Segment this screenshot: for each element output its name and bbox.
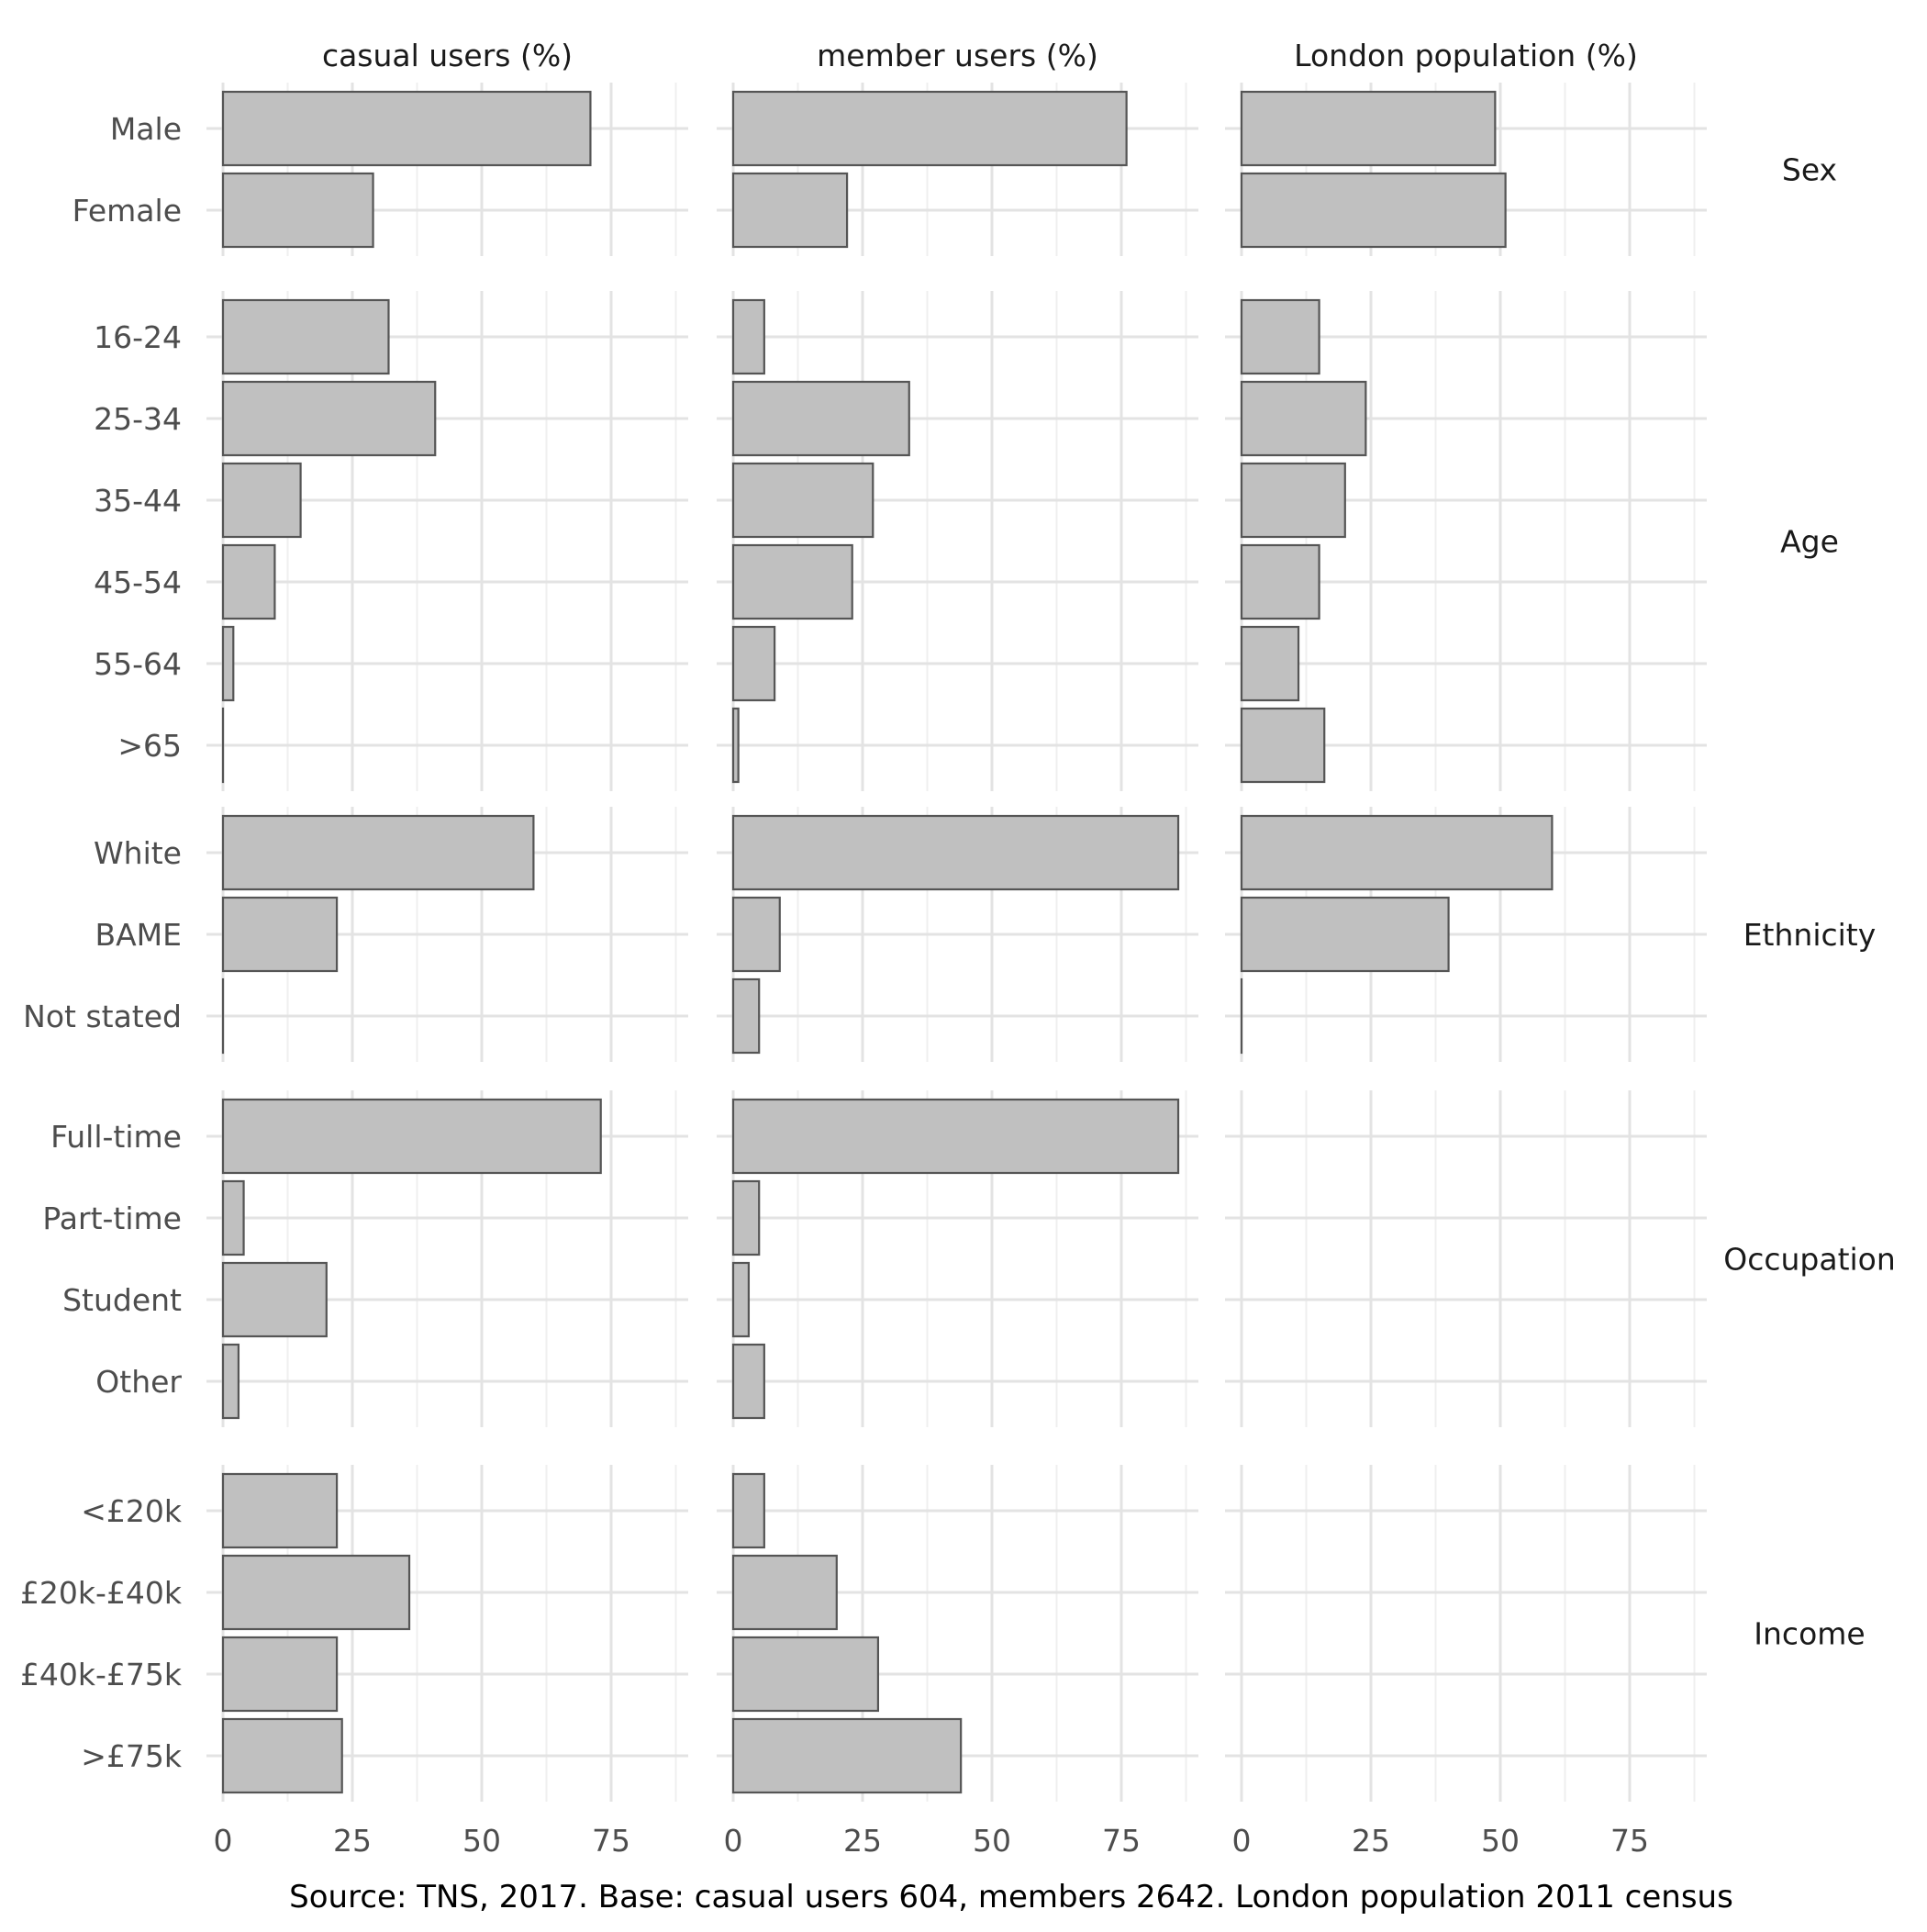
- bar-ethnicity-white-london: [1242, 816, 1552, 889]
- bar-age-16-24-london: [1242, 300, 1320, 374]
- bar-sex-male-casual: [223, 92, 590, 165]
- bar-age-55-64-london: [1242, 627, 1298, 700]
- category-label-65: >65: [117, 728, 182, 764]
- category-label-45-54: 45-54: [94, 564, 182, 600]
- facet-header-member-users: member users (%): [817, 38, 1098, 73]
- category-label-40k-75k: £40k-£75k: [20, 1657, 183, 1692]
- facet-header-casual-users: casual users (%): [322, 38, 573, 73]
- x-tick-label: 50: [462, 1823, 501, 1859]
- x-tick-label: 25: [843, 1823, 882, 1859]
- category-label-75k: >£75k: [81, 1738, 183, 1774]
- facet-row-label-income: Income: [1754, 1616, 1865, 1652]
- bar-occupation-other-casual: [223, 1345, 239, 1418]
- category-label-full-time: Full-time: [50, 1119, 182, 1155]
- chart-caption: Source: TNS, 2017. Base: casual users 60…: [289, 1879, 1733, 1915]
- category-label-not-stated: Not stated: [23, 999, 182, 1034]
- category-label-other: Other: [95, 1364, 182, 1400]
- bar-ethnicity-bame-casual: [223, 898, 337, 971]
- bar-income-20k-casual: [223, 1474, 337, 1547]
- x-tick-label: 0: [724, 1823, 743, 1859]
- facet-row-label-sex: Sex: [1782, 152, 1837, 188]
- category-label-part-time: Part-time: [42, 1201, 182, 1236]
- x-tick-label: 75: [592, 1823, 630, 1859]
- category-label-bame: BAME: [95, 917, 182, 953]
- bar-income-20k-40k-member: [733, 1556, 837, 1629]
- bar-occupation-full-time-casual: [223, 1100, 601, 1173]
- category-label-25-34: 25-34: [94, 401, 182, 437]
- category-label-student: Student: [62, 1282, 182, 1318]
- bar-age-25-34-london: [1242, 382, 1365, 455]
- bar-sex-female-london: [1242, 173, 1506, 247]
- x-tick-label: 75: [1610, 1823, 1649, 1859]
- facet-row-label-age: Age: [1780, 524, 1839, 560]
- bar-income-40k-75k-casual: [223, 1637, 337, 1711]
- bar-income-20k-40k-casual: [223, 1556, 409, 1629]
- bar-age-45-54-member: [733, 545, 852, 619]
- bar-income-40k-75k-member: [733, 1637, 878, 1711]
- x-tick-label: 50: [973, 1823, 1011, 1859]
- bar-age-45-54-london: [1242, 545, 1320, 619]
- bar-sex-male-member: [733, 92, 1127, 165]
- bars-layer: [223, 92, 1552, 1792]
- bar-age-65-member: [733, 709, 739, 782]
- category-label-20k: <£20k: [81, 1493, 183, 1529]
- bar-ethnicity-white-member: [733, 816, 1178, 889]
- bar-occupation-student-member: [733, 1263, 749, 1336]
- bar-occupation-part-time-casual: [223, 1181, 244, 1255]
- category-label-20k-40k: £20k-£40k: [20, 1575, 183, 1611]
- facet-header-london-population: London population (%): [1294, 38, 1638, 73]
- x-tick-label: 25: [1352, 1823, 1390, 1859]
- bar-age-16-24-member: [733, 300, 764, 374]
- bar-age-55-64-member: [733, 627, 774, 700]
- category-label-16-24: 16-24: [94, 319, 182, 355]
- bar-age-55-64-casual: [223, 627, 233, 700]
- x-tick-label: 50: [1481, 1823, 1520, 1859]
- bar-age-35-44-london: [1242, 463, 1345, 537]
- bar-sex-female-casual: [223, 173, 373, 247]
- bar-ethnicity-bame-london: [1242, 898, 1449, 971]
- bar-age-25-34-casual: [223, 382, 435, 455]
- category-label-55-64: 55-64: [94, 646, 182, 682]
- bar-income-75k-member: [733, 1719, 961, 1792]
- bar-age-35-44-member: [733, 463, 873, 537]
- bar-occupation-other-member: [733, 1345, 764, 1418]
- bar-ethnicity-white-casual: [223, 816, 533, 889]
- facet-row-label-ethnicity: Ethnicity: [1743, 917, 1877, 953]
- grid-layer: [206, 83, 1707, 1802]
- x-tick-label: 0: [1232, 1823, 1252, 1859]
- facet-row-label-occupation: Occupation: [1723, 1242, 1896, 1278]
- category-label-female: Female: [72, 193, 182, 229]
- bar-occupation-full-time-member: [733, 1100, 1178, 1173]
- category-label-white: White: [94, 835, 182, 871]
- bar-income-20k-member: [733, 1474, 764, 1547]
- bar-occupation-student-casual: [223, 1263, 327, 1336]
- bar-income-75k-casual: [223, 1719, 342, 1792]
- bar-age-45-54-casual: [223, 545, 274, 619]
- x-tick-label: 25: [333, 1823, 372, 1859]
- category-label-male: Male: [110, 111, 182, 147]
- x-tick-label: 0: [214, 1823, 233, 1859]
- x-tick-label: 75: [1102, 1823, 1141, 1859]
- bar-occupation-part-time-member: [733, 1181, 759, 1255]
- bar-age-16-24-casual: [223, 300, 388, 374]
- bar-sex-male-london: [1242, 92, 1495, 165]
- bar-sex-female-member: [733, 173, 847, 247]
- bar-ethnicity-bame-member: [733, 898, 780, 971]
- category-label-35-44: 35-44: [94, 483, 182, 519]
- bar-age-35-44-casual: [223, 463, 301, 537]
- bar-age-25-34-member: [733, 382, 909, 455]
- bar-age-65-london: [1242, 709, 1324, 782]
- bar-ethnicity-not-stated-member: [733, 979, 759, 1053]
